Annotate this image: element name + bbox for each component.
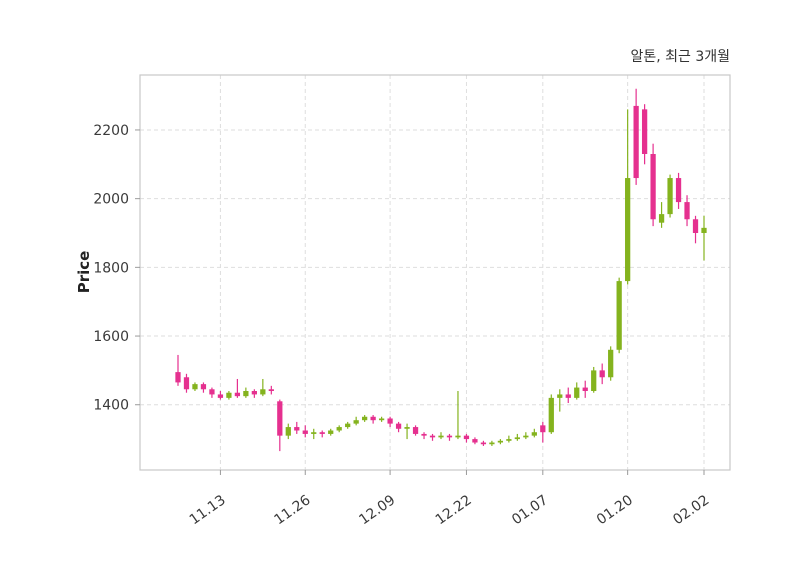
candle-body	[251, 391, 257, 395]
candle-body	[175, 372, 181, 383]
candle-body	[480, 442, 487, 445]
y-tick-label: 2000	[93, 192, 129, 208]
x-tick-label: 11.13	[187, 492, 229, 528]
candle-body	[302, 430, 308, 434]
candle-body	[183, 377, 190, 390]
candle-body	[523, 435, 529, 438]
candle-body	[387, 418, 393, 424]
y-tick-label: 1400	[93, 398, 129, 414]
candle-body	[591, 370, 597, 391]
candle-body	[285, 427, 291, 436]
candle-body	[472, 439, 478, 443]
candle-body	[599, 370, 605, 378]
candle-body	[446, 435, 453, 438]
candle-body	[243, 391, 249, 397]
candle-body	[608, 349, 614, 378]
candle-body	[353, 420, 359, 424]
candle-body	[625, 178, 631, 282]
candle-body	[506, 439, 512, 441]
candle-body	[650, 154, 656, 220]
candle-body	[675, 178, 682, 203]
candle-body	[200, 384, 207, 390]
candle-body	[404, 427, 410, 429]
candle-body	[336, 427, 342, 431]
candle-body	[277, 401, 283, 436]
candle-body	[489, 442, 495, 445]
candle-body	[497, 440, 504, 443]
x-tick-label: 02.02	[670, 492, 712, 528]
candle-body	[438, 435, 444, 438]
candle-body	[234, 392, 241, 397]
candle-body	[514, 437, 520, 440]
candle-body	[692, 219, 699, 233]
y-tick-label: 1600	[93, 329, 129, 345]
candle-body	[616, 281, 622, 350]
y-tick-label: 2200	[93, 123, 129, 139]
candle-body	[412, 427, 419, 434]
candle-body	[557, 394, 563, 398]
candle-body	[463, 435, 470, 440]
candle-body	[395, 423, 402, 429]
candle-body	[209, 389, 215, 395]
candle-body	[378, 418, 385, 421]
candle-body	[294, 427, 300, 431]
candle-body	[421, 433, 427, 436]
candle-body	[540, 425, 546, 433]
x-tick-label: 11.26	[272, 492, 314, 528]
candle-body	[429, 435, 436, 438]
candle-body	[574, 387, 580, 398]
candle-body	[531, 432, 537, 436]
x-tick-label: 01.20	[594, 492, 636, 528]
candle-body	[268, 389, 274, 391]
x-tick-label: 01.07	[509, 492, 551, 528]
candle-body	[345, 423, 351, 428]
candle-body	[633, 105, 639, 179]
candle-body	[328, 430, 334, 434]
candle-body	[582, 387, 588, 391]
candle-body	[701, 227, 707, 233]
candle-body	[192, 384, 198, 390]
x-tick-label: 12.09	[356, 492, 398, 528]
plot-frame	[139, 74, 731, 471]
candle-body	[217, 394, 224, 398]
candle-body	[311, 432, 317, 434]
candle-body	[641, 109, 648, 154]
candle-body	[362, 416, 368, 421]
candle-body	[370, 416, 376, 421]
y-tick-label: 1800	[93, 260, 129, 276]
candle-body	[684, 202, 690, 220]
candle-body	[319, 432, 325, 434]
chart-title: 알톤, 최근 3개월	[630, 49, 730, 65]
x-tick-label: 12.22	[433, 492, 475, 528]
candle-body	[260, 389, 266, 395]
candle-body	[455, 435, 461, 438]
candle-body	[565, 394, 571, 398]
candle-body	[658, 214, 665, 223]
candle-body	[548, 397, 554, 433]
candle-body	[667, 178, 673, 215]
candle-body	[226, 392, 232, 398]
